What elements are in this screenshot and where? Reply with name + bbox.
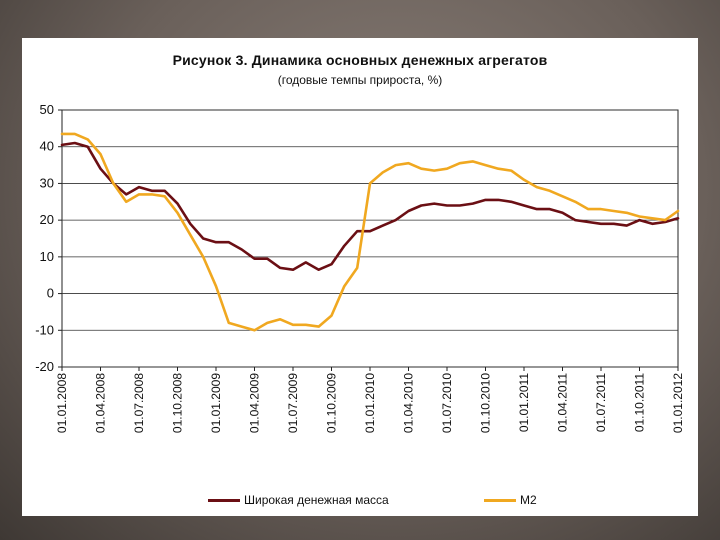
y-tick-label: -10 [35,322,54,337]
x-tick-label: 01.07.2009 [286,373,300,433]
y-tick-label: 50 [40,102,54,117]
x-tick-label: 01.04.2011 [556,373,570,432]
chart-title: Рисунок 3. Динамика основных денежных аг… [172,52,548,68]
x-tick-label: 01.10.2011 [633,373,647,432]
legend-swatch-broad-money [208,498,240,502]
y-tick-label: 0 [47,286,54,301]
legend-item-broad-money: Широкая денежная масса [208,493,389,507]
x-tick-label: 01.01.2009 [209,373,223,433]
x-tick-label: 01.07.2008 [132,373,146,433]
y-tick-label: 30 [40,175,54,190]
chart-card: Рисунок 3. Динамика основных денежных аг… [22,38,698,516]
y-tick-label: -20 [35,359,54,374]
x-tick-label: 01.07.2010 [440,373,454,433]
series-line-broad-money [60,141,680,271]
y-tick-label: 40 [40,139,54,154]
y-tick-label: 20 [40,212,54,227]
x-tick-label: 01.01.2012 [671,373,685,433]
legend-label-m2: M2 [520,493,537,507]
x-tick-label: 01.04.2010 [402,373,416,433]
x-tick-label: 01.01.2011 [517,373,531,432]
x-tick-label: 01.01.2010 [363,373,377,433]
x-tick-label: 01.07.2011 [594,373,608,432]
legend-swatch-m2 [484,498,516,502]
x-tick-label: 01.10.2008 [171,373,185,433]
chart-subtitle: (годовые темпы прироста, %) [277,73,443,87]
x-tick-label: 01.10.2010 [479,373,493,433]
plot-area [61,109,679,368]
x-tick-label: 01.04.2008 [94,373,108,433]
x-tick-label: 01.01.2008 [55,373,69,433]
legend: Широкая денежная масса M2 [22,493,698,509]
x-tick-label: 01.04.2009 [248,373,262,433]
legend-label-broad-money: Широкая денежная масса [244,493,389,507]
x-tick-label: 01.10.2009 [325,373,339,433]
y-tick-label: 10 [40,249,54,264]
series-line-m2 [60,132,680,332]
legend-item-m2: M2 [484,493,537,507]
